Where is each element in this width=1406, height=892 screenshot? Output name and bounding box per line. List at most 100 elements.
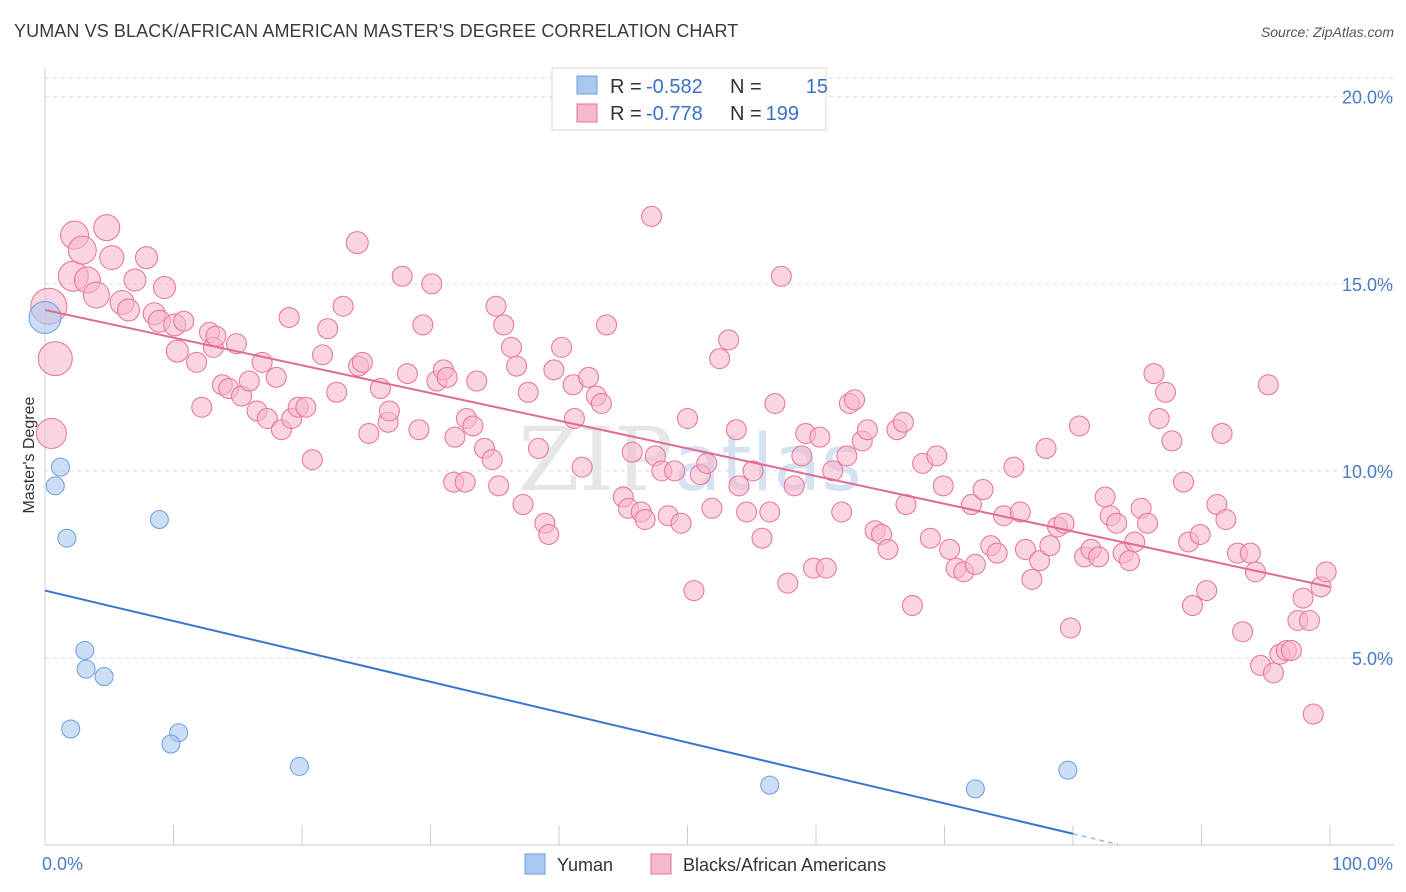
data-point (736, 501, 758, 523)
tick-labels: 5.0% 10.0% 15.0% 20.0% 0.0% 100.0% (42, 88, 1393, 874)
data-point (836, 445, 858, 467)
data-point (634, 508, 656, 530)
data-point (161, 734, 181, 754)
data-point (444, 426, 466, 448)
data-point (345, 231, 369, 255)
data-point (677, 407, 698, 429)
data-point (1029, 550, 1051, 572)
data-point (844, 389, 866, 411)
data-point (641, 205, 663, 227)
data-point (892, 411, 914, 433)
data-point (1292, 587, 1314, 609)
data-point (37, 341, 73, 377)
data-point (332, 295, 354, 317)
legend-box: R = -0.582 N = 15 R = -0.778 N = 199 (551, 67, 828, 131)
data-point (454, 471, 476, 493)
data-point (831, 501, 853, 523)
data-point (317, 318, 339, 340)
data-point (1059, 617, 1081, 639)
data-point (1119, 550, 1141, 572)
data-point (57, 528, 77, 548)
data-point (1196, 580, 1218, 602)
data-point (117, 298, 141, 322)
data-point (621, 441, 643, 463)
y-axis-label: Master's Degree (21, 396, 38, 513)
data-point (809, 426, 831, 448)
data-point (93, 214, 121, 242)
data-point (1302, 703, 1324, 725)
data-point (964, 553, 986, 575)
data-point (28, 300, 62, 334)
data-point (500, 336, 522, 358)
data-point (99, 245, 125, 271)
data-point (760, 775, 780, 795)
data-point (1106, 512, 1128, 534)
data-point (225, 333, 247, 355)
data-point (1173, 471, 1195, 493)
data-point (1244, 561, 1266, 583)
data-point (1137, 512, 1159, 534)
data-point (742, 460, 764, 482)
data-point (278, 306, 300, 328)
data-point (238, 370, 260, 392)
trend-line (44, 589, 1074, 835)
y-tick-label: 20.0% (1342, 88, 1393, 108)
data-point (412, 314, 434, 336)
data-point (1257, 374, 1279, 396)
data-point (45, 476, 65, 496)
legend-n-value: 199 (766, 103, 799, 125)
data-point (1215, 508, 1237, 530)
legend-r-value: -0.582 (646, 76, 703, 98)
data-point (265, 366, 287, 388)
data-point (1239, 542, 1261, 564)
data-point (351, 351, 373, 373)
data-point (856, 419, 878, 441)
data-point (1058, 760, 1078, 780)
data-point (670, 512, 692, 534)
data-point (436, 366, 458, 388)
legend-n-label: N = (730, 103, 762, 125)
data-point (1211, 422, 1233, 444)
data-point (135, 246, 159, 270)
data-point (358, 422, 380, 444)
x-tick-label: 0.0% (42, 854, 83, 874)
y-tick-label: 10.0% (1342, 462, 1393, 482)
data-point (76, 659, 96, 679)
data-point (421, 273, 443, 295)
axes (44, 68, 1394, 846)
data-point (462, 415, 484, 437)
data-point (701, 497, 723, 519)
data-point (75, 640, 95, 660)
data-point (205, 325, 227, 347)
data-point (1088, 546, 1110, 568)
data-point (1280, 639, 1302, 661)
data-point (1014, 538, 1036, 560)
data-point (877, 538, 899, 560)
data-point (378, 400, 400, 422)
trend-extension (1072, 833, 1119, 846)
data-point (1262, 662, 1284, 684)
data-point (408, 419, 430, 441)
legend-r-label: R = (610, 103, 642, 125)
data-point (1009, 501, 1031, 523)
data-point (926, 445, 948, 467)
data-point (153, 276, 177, 300)
bottom-legend-swatch-yuman (524, 853, 546, 875)
data-point (543, 359, 565, 381)
data-point (538, 523, 560, 545)
source-credit: Source: ZipAtlas.com (1260, 24, 1394, 40)
data-point (939, 538, 961, 560)
y-tick-label: 15.0% (1342, 275, 1393, 295)
data-point (1068, 415, 1090, 437)
data-point (578, 366, 600, 388)
data-point (1182, 595, 1204, 617)
bottom-legend-label-blacks: Blacks/African Americans (683, 855, 886, 875)
data-point (783, 475, 805, 497)
data-point (1189, 523, 1211, 545)
data-point (481, 449, 503, 471)
data-point (919, 527, 941, 549)
data-point (512, 494, 534, 516)
data-point (312, 344, 334, 366)
data-points (28, 205, 1337, 799)
